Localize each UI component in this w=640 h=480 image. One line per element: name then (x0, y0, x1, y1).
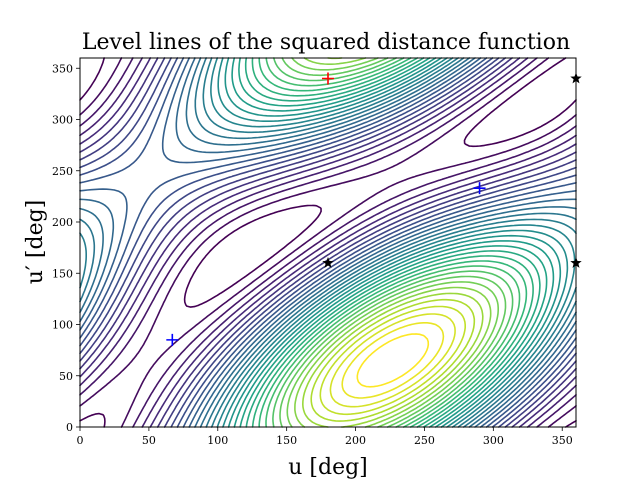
y-axis-label: u′ [deg] (23, 200, 48, 285)
y-tick-label: 150 (52, 267, 73, 280)
x-axis-label: u [deg] (288, 455, 368, 480)
x-tick-label: 200 (345, 434, 366, 447)
saddle-marker (322, 257, 334, 268)
contour-level (79, 57, 577, 428)
y-axis: 0 50 100 150 200 250 300 350 (52, 62, 80, 434)
x-tick-label: 100 (207, 434, 228, 447)
contour-level (79, 57, 577, 428)
x-axis: 0 50 100 150 200 250 300 350 (77, 427, 573, 447)
contour-level (302, 57, 484, 428)
maximum-marker (322, 72, 334, 85)
contour-level (79, 57, 577, 428)
contour-level (224, 57, 562, 428)
contour-level (79, 57, 577, 428)
x-tick-label: 250 (414, 434, 435, 447)
contour-level (79, 57, 577, 428)
plot-frame (79, 57, 577, 428)
x-tick-label: 300 (483, 434, 504, 447)
contour-level (79, 57, 577, 428)
contour-level (79, 57, 577, 428)
chart-title: Level lines of the squared distance func… (82, 30, 570, 55)
minimum-marker (473, 182, 486, 195)
contour-level (341, 322, 445, 399)
contour-level (251, 57, 534, 428)
contour-level (279, 57, 507, 428)
contour-level (310, 298, 476, 422)
contour-level (79, 57, 577, 428)
contour-level (265, 57, 521, 428)
y-tick-label: 200 (52, 216, 73, 229)
x-tick-label: 350 (552, 434, 573, 447)
y-tick-label: 350 (52, 62, 73, 75)
y-tick-label: 50 (59, 370, 73, 383)
y-tick-label: 0 (66, 421, 73, 434)
y-tick-label: 300 (52, 114, 73, 127)
minimum-marker (166, 333, 179, 346)
contour-level (79, 57, 577, 428)
y-tick-label: 100 (52, 319, 73, 332)
contour-lines (79, 57, 577, 428)
contour-level (79, 57, 577, 428)
contour-level (231, 57, 555, 428)
x-tick-label: 0 (77, 434, 84, 447)
x-tick-label: 150 (276, 434, 297, 447)
x-tick-label: 50 (142, 434, 156, 447)
contour-level (286, 57, 499, 428)
contour-level (79, 57, 577, 428)
contour-level (258, 57, 528, 428)
contour-level (272, 57, 514, 428)
contour-level (319, 305, 466, 416)
contour-level (238, 57, 548, 428)
contour-level (79, 57, 577, 428)
contour-level (217, 57, 569, 428)
contour-level (356, 333, 430, 388)
contour-level (294, 57, 492, 428)
contour-level (329, 313, 456, 408)
contour-level (244, 57, 541, 428)
y-tick-label: 250 (52, 165, 73, 178)
